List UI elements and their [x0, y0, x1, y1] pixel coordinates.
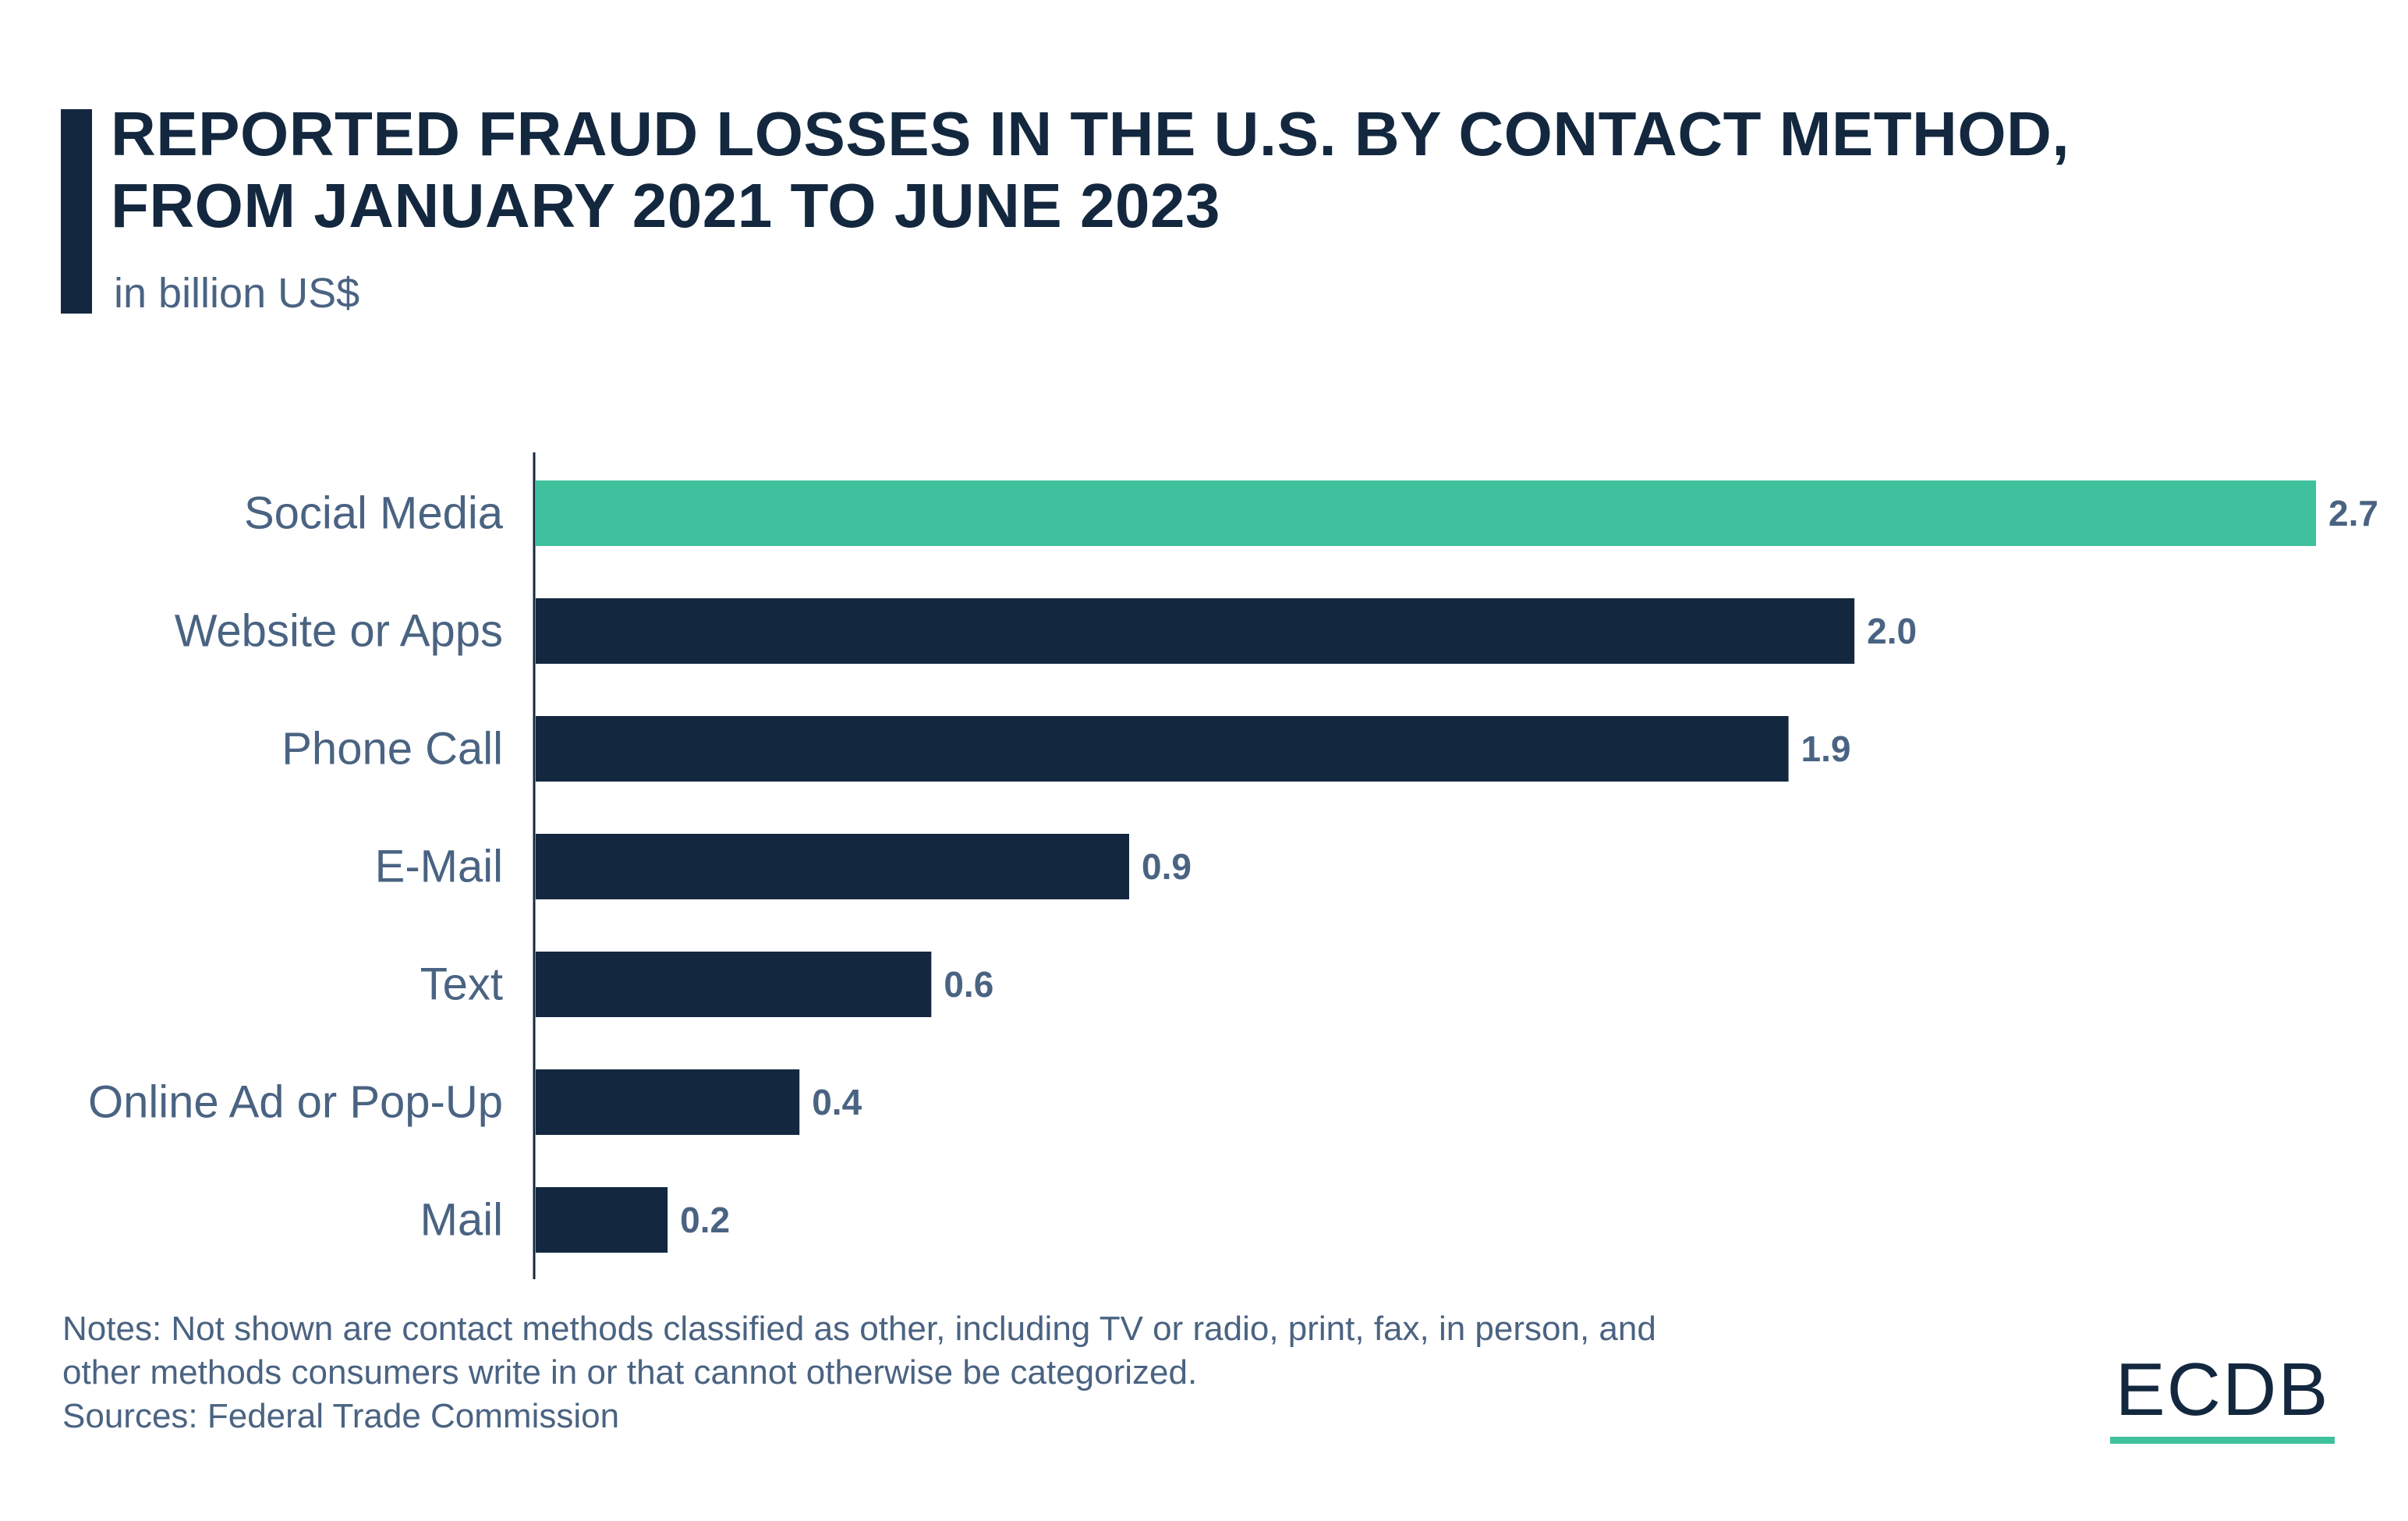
chart-subtitle: in billion US$ — [114, 270, 360, 317]
ecdb-logo: ECDB — [2105, 1351, 2339, 1448]
bar-chart: Social Media 2.7 Website or Apps 2.0 Phone C… — [88, 452, 2378, 1279]
category-label: Mail — [420, 1195, 503, 1246]
category-label: Online Ad or Pop-Up — [88, 1077, 503, 1128]
category-label: Text — [420, 959, 503, 1010]
chart-title-line-1: REPORTED FRAUD LOSSES IN THE U.S. BY CON… — [111, 99, 2070, 168]
title-accent-bar — [61, 109, 92, 314]
bar — [536, 716, 1789, 782]
value-label: 2.0 — [1867, 611, 1917, 651]
bar — [536, 1187, 668, 1253]
value-label: 0.9 — [1142, 846, 1192, 887]
value-label: 1.9 — [1801, 729, 1851, 769]
category-label: Social Media — [244, 488, 504, 539]
value-label: 0.4 — [812, 1082, 862, 1122]
bar — [536, 1069, 800, 1135]
notes-line-2: other methods consumers write in or that… — [62, 1353, 1198, 1392]
notes-line-1: Notes: Not shown are contact methods cla… — [62, 1310, 1656, 1348]
category-label: Website or Apps — [175, 606, 503, 657]
bar — [536, 598, 1855, 664]
bar — [536, 834, 1129, 899]
bar — [536, 952, 932, 1017]
ecdb-logo-underline — [2110, 1437, 2335, 1444]
notes-block: Notes: Not shown are contact methods cla… — [62, 1307, 1656, 1438]
chart-title: REPORTED FRAUD LOSSES IN THE U.S. BY CON… — [111, 98, 2294, 242]
category-label: Phone Call — [282, 724, 503, 775]
sources-line: Sources: Federal Trade Commission — [62, 1397, 620, 1435]
chart-title-line-2: FROM JANUARY 2021 TO JUNE 2023 — [111, 171, 1220, 240]
value-label: 2.7 — [2328, 493, 2378, 534]
ecdb-logo-text: ECDB — [2115, 1348, 2330, 1431]
bars-group: Social Media 2.7 Website or Apps 2.0 Phone C… — [88, 480, 2378, 1253]
value-label: 0.6 — [944, 964, 993, 1005]
bar-highlighted — [536, 480, 2316, 546]
value-label: 0.2 — [680, 1200, 730, 1240]
category-label: E-Mail — [375, 842, 503, 892]
